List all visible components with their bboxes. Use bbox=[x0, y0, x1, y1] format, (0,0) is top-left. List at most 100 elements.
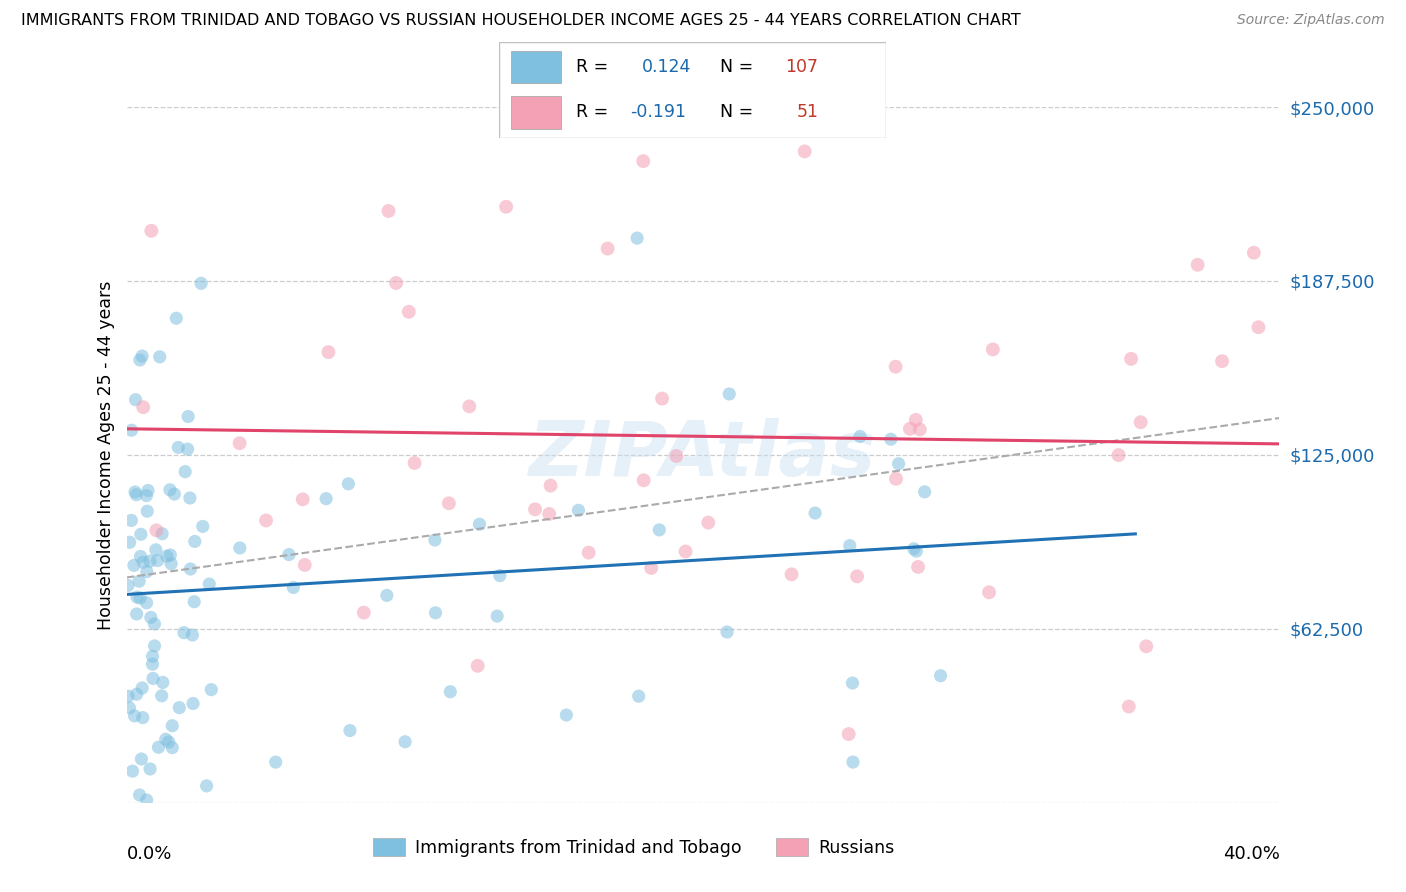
Point bbox=[155, 732, 177, 747]
Point bbox=[157, 735, 180, 749]
Point bbox=[228, 436, 250, 450]
Text: -0.191: -0.191 bbox=[630, 103, 686, 121]
Point bbox=[177, 409, 200, 424]
Point bbox=[394, 735, 416, 749]
Point bbox=[1108, 448, 1130, 462]
Point bbox=[1211, 354, 1233, 368]
Point bbox=[139, 554, 162, 568]
Text: IMMIGRANTS FROM TRINIDAD AND TOBAGO VS RUSSIAN HOUSEHOLDER INCOME AGES 25 - 44 Y: IMMIGRANTS FROM TRINIDAD AND TOBAGO VS R… bbox=[21, 13, 1021, 29]
Point bbox=[195, 779, 218, 793]
Point bbox=[143, 617, 166, 632]
Point bbox=[339, 723, 361, 738]
Point bbox=[124, 709, 146, 723]
Point bbox=[135, 596, 157, 610]
Point bbox=[135, 565, 157, 579]
Point bbox=[439, 684, 461, 698]
Text: R =: R = bbox=[576, 58, 609, 76]
Point bbox=[159, 483, 181, 497]
Point bbox=[1135, 640, 1157, 654]
Point bbox=[190, 277, 212, 291]
Point bbox=[846, 569, 869, 583]
Point bbox=[176, 442, 198, 456]
Point bbox=[627, 689, 650, 703]
Point bbox=[162, 719, 184, 733]
Point bbox=[141, 657, 163, 672]
Point bbox=[718, 387, 741, 401]
Point bbox=[179, 491, 201, 505]
Point bbox=[125, 590, 148, 604]
Point bbox=[254, 513, 277, 527]
Bar bbox=[510, 51, 561, 83]
Point bbox=[488, 568, 510, 582]
Point bbox=[908, 422, 931, 436]
Point bbox=[633, 473, 655, 487]
Point bbox=[121, 764, 143, 779]
Point bbox=[315, 491, 337, 506]
Point bbox=[150, 526, 173, 541]
Point bbox=[118, 701, 141, 715]
Point bbox=[555, 708, 578, 723]
Point bbox=[524, 502, 547, 516]
Point bbox=[425, 606, 447, 620]
Point bbox=[838, 539, 860, 553]
Point bbox=[165, 311, 187, 326]
Point bbox=[162, 740, 184, 755]
Point bbox=[135, 793, 157, 807]
Point bbox=[141, 224, 163, 238]
Point bbox=[129, 353, 152, 368]
Point bbox=[423, 533, 446, 547]
Point bbox=[887, 457, 910, 471]
Point bbox=[842, 755, 865, 769]
Point bbox=[132, 711, 155, 725]
Point bbox=[291, 492, 314, 507]
Point bbox=[139, 762, 162, 776]
Point bbox=[640, 561, 662, 575]
Text: 0.0%: 0.0% bbox=[127, 845, 172, 863]
Point bbox=[1129, 415, 1152, 429]
Point bbox=[495, 200, 517, 214]
Point bbox=[142, 672, 165, 686]
Point bbox=[278, 548, 301, 562]
Point bbox=[200, 682, 222, 697]
Point bbox=[118, 535, 141, 549]
Text: 51: 51 bbox=[797, 103, 818, 121]
Point bbox=[132, 555, 155, 569]
Point bbox=[124, 392, 146, 407]
Text: N =: N = bbox=[720, 58, 752, 76]
Point bbox=[904, 413, 927, 427]
Point bbox=[633, 154, 655, 169]
Point bbox=[675, 544, 697, 558]
Point bbox=[377, 204, 399, 219]
Point bbox=[977, 585, 1000, 599]
Point bbox=[181, 628, 204, 642]
Point bbox=[198, 577, 221, 591]
Point bbox=[129, 591, 152, 605]
Point bbox=[467, 658, 489, 673]
Point bbox=[167, 441, 190, 455]
Point bbox=[578, 546, 600, 560]
Point bbox=[697, 516, 720, 530]
Point bbox=[838, 727, 860, 741]
Point bbox=[596, 242, 619, 256]
Point bbox=[1247, 320, 1270, 334]
Point bbox=[385, 276, 408, 290]
Point bbox=[184, 534, 207, 549]
Point bbox=[174, 465, 197, 479]
Text: 0.124: 0.124 bbox=[643, 58, 692, 76]
Point bbox=[665, 449, 688, 463]
Point bbox=[143, 639, 166, 653]
Point bbox=[139, 610, 162, 624]
Point bbox=[486, 609, 509, 624]
Point bbox=[191, 519, 214, 533]
Point bbox=[145, 524, 167, 538]
Point bbox=[122, 558, 145, 573]
Point bbox=[841, 676, 863, 690]
Point bbox=[129, 527, 152, 541]
Point bbox=[398, 305, 420, 319]
Point bbox=[163, 487, 186, 501]
Point bbox=[1243, 245, 1265, 260]
Text: N =: N = bbox=[720, 103, 752, 121]
Point bbox=[898, 422, 921, 436]
Point bbox=[160, 557, 183, 571]
Point bbox=[124, 484, 146, 499]
